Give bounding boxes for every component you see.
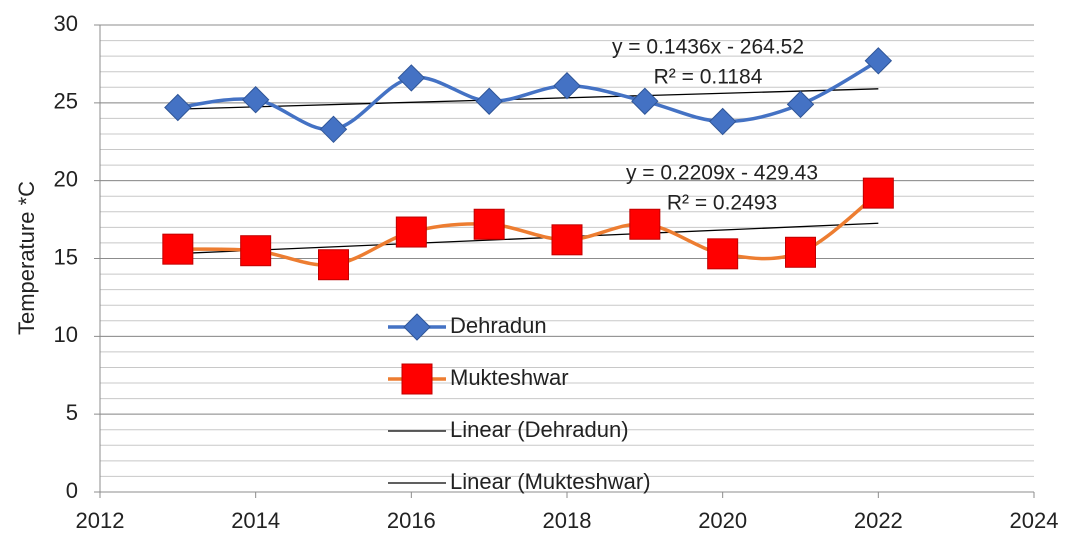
marker — [864, 47, 893, 75]
y-tick-label: 5 — [66, 400, 78, 425]
x-tick-label: 2022 — [854, 508, 903, 533]
series-line — [177, 59, 880, 132]
trendline-r2: R² = 0.1184 — [654, 66, 763, 89]
y-tick-label: 0 — [66, 478, 78, 503]
marker — [240, 235, 272, 267]
legend-label: Mukteshwar — [450, 365, 569, 390]
marker — [708, 107, 737, 136]
trendline-equation: y = 0.2209x - 429.43 — [626, 162, 818, 185]
x-tick-label: 2018 — [543, 508, 592, 533]
y-axis-title: Temperature *C — [14, 181, 39, 335]
y-tick-label: 30 — [54, 11, 78, 36]
legend-label: Dehradun — [450, 313, 547, 338]
legend-label: Linear (Dehradun) — [450, 417, 629, 442]
marker — [629, 208, 661, 240]
marker — [785, 236, 816, 268]
x-tick-label: 2020 — [698, 508, 747, 533]
trendline — [177, 222, 879, 255]
marker — [319, 115, 348, 144]
x-tick-label: 2016 — [387, 508, 436, 533]
y-tick-label: 10 — [54, 322, 78, 347]
series-line — [177, 191, 880, 267]
marker — [551, 224, 583, 256]
legend-marker — [401, 363, 433, 395]
y-tick-label: 25 — [54, 89, 78, 114]
marker — [162, 233, 194, 265]
marker — [631, 87, 659, 115]
y-tick-label: 20 — [54, 166, 78, 191]
marker — [164, 93, 192, 122]
legend-label: Linear (Mukteshwar) — [450, 469, 651, 494]
marker — [318, 249, 349, 281]
trendline-equation: y = 0.1436x - 264.52 — [612, 36, 804, 59]
marker — [395, 216, 427, 248]
marker — [241, 86, 270, 114]
marker — [707, 238, 739, 270]
x-tick-label: 2014 — [231, 508, 280, 533]
marker — [397, 64, 426, 92]
marker — [553, 72, 581, 100]
x-tick-label: 2012 — [76, 508, 125, 533]
marker — [786, 90, 815, 119]
y-tick-label: 15 — [54, 244, 78, 269]
trendline — [177, 88, 879, 110]
marker — [862, 177, 894, 209]
legend-marker — [403, 313, 431, 341]
trendline-r2: R² = 0.2493 — [667, 192, 777, 215]
marker — [473, 208, 505, 240]
x-tick-label: 2024 — [1010, 508, 1059, 533]
marker — [475, 87, 503, 115]
